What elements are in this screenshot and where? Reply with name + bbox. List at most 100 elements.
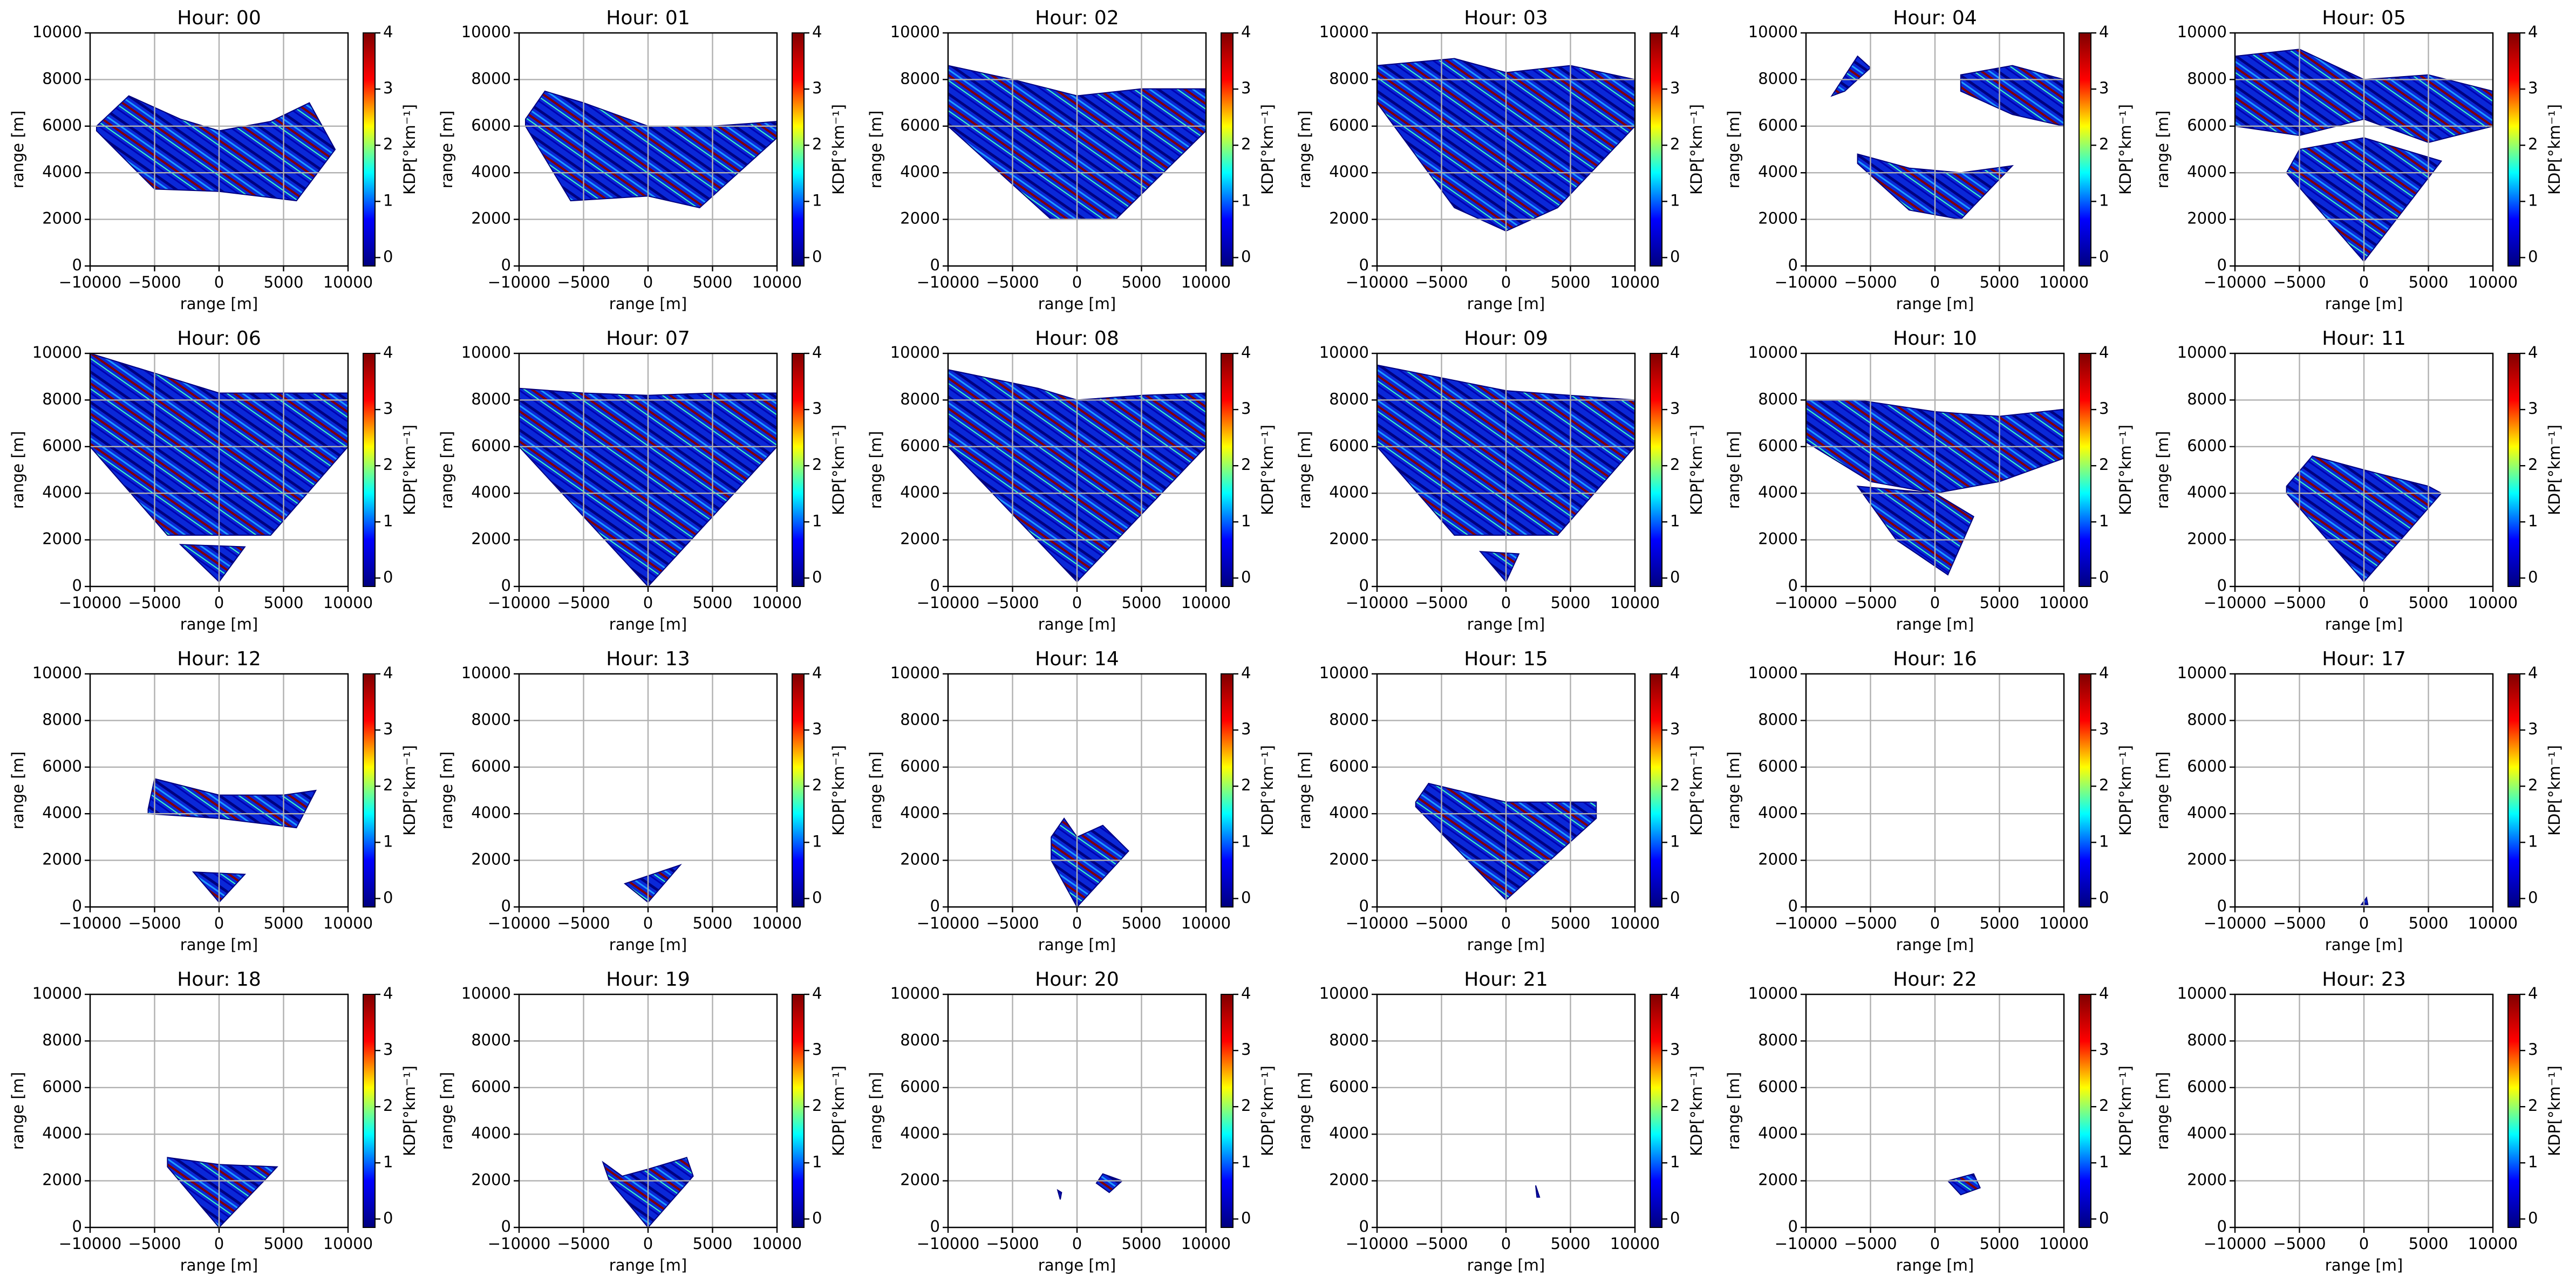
y-tick-label: 2000 [2187,1171,2227,1189]
subplot-title: Hour: 07 [606,327,690,350]
y-tick-label: 6000 [42,116,82,134]
subplot: −10000 −5000 0 5000 100000200040006000800010… [438,7,848,313]
y-axis-label: range [m] [1296,111,1314,188]
echo-layer [1947,1173,1981,1196]
x-tick-label: −10000 [917,1234,980,1253]
x-tick-label: 0 [643,1234,653,1253]
echo-layer [524,90,777,209]
colorbar-tick-label: 4 [2528,343,2538,361]
y-tick-label: 2000 [1758,209,1798,228]
colorbar-tick-label: 0 [1241,247,1251,265]
colorbar [363,673,376,907]
x-tick-label: 10000 [1610,914,1660,932]
x-tick-label: 10000 [1610,593,1660,612]
colorbar-tick-label: 4 [383,664,393,682]
y-tick-label: 0 [2217,1217,2227,1236]
y-tick-label: 10000 [461,984,511,1002]
y-axis-label: range [m] [1296,752,1314,829]
y-tick-label: 0 [2217,897,2227,915]
y-tick-label: 10000 [32,984,82,1002]
x-tick-label: 0 [2359,593,2369,612]
colorbar-tick-label: 4 [2528,664,2538,682]
y-tick-label: 8000 [42,69,82,87]
x-tick-label: 10000 [2468,273,2518,291]
y-tick-label: 4000 [2187,483,2227,501]
colorbar-tick-label: 0 [2528,888,2538,906]
y-tick-label: 4000 [1329,1124,1369,1142]
axes-frame [89,673,349,908]
colorbar-tick-label: 2 [383,135,393,153]
x-tick-label: −5000 [2273,914,2326,932]
y-tick-label: 6000 [1329,757,1369,775]
x-tick-label: −10000 [59,593,122,612]
colorbar-tick-label: 2 [2099,776,2109,794]
colorbar-tick-label: 1 [812,191,822,209]
colorbar-tick-label: 0 [2099,247,2109,265]
x-tick-label: 5000 [264,593,304,612]
echo-region [1051,817,1129,907]
x-tick-label: 0 [214,914,224,932]
x-tick-label: 0 [1501,593,1511,612]
x-tick-label: −10000 [488,273,551,291]
axes-frame [947,993,1207,1229]
y-tick-label: 4000 [1329,483,1369,501]
y-tick-label: 4000 [42,803,82,822]
colorbar-tick-label: 1 [2528,832,2538,850]
subplot: −10000 −5000 0 5000 100000200040006000800010… [438,648,848,954]
colorbar-label: KDP[°km⁻¹] [1258,425,1277,515]
x-tick-label: 0 [643,593,653,612]
x-tick-label: 5000 [693,273,733,291]
y-tick-label: 6000 [2187,1077,2227,1096]
y-tick-label: 10000 [890,984,940,1002]
y-tick-label: 4000 [471,483,511,501]
colorbar-tick-label: 0 [1241,888,1251,906]
x-tick-label: −10000 [917,914,980,932]
subplot-title: Hour: 14 [1035,648,1119,670]
colorbar-tick-label: 0 [1241,1209,1251,1227]
y-tick-label: 2000 [42,1171,82,1189]
colorbar-tick-label: 0 [2099,568,2109,586]
y-tick-label: 2000 [1758,850,1798,869]
colorbar-tick-label: 4 [2099,984,2109,1002]
x-tick-label: −5000 [128,593,181,612]
subplot-title: Hour: 19 [606,968,690,991]
x-tick-label: −10000 [1775,273,1838,291]
colorbar-tick-label: 1 [2528,191,2538,209]
colorbar-label: KDP[°km⁻¹] [2116,1066,2135,1156]
y-tick-label: 4000 [900,483,940,501]
axes-frame [2234,673,2494,908]
y-tick-label: 4000 [1758,162,1798,181]
y-tick-label: 8000 [471,710,511,728]
axes-frame [89,993,349,1229]
axes-frame [1376,993,1636,1229]
colorbar-tick-label: 1 [2099,191,2109,209]
x-tick-label: −10000 [488,593,551,612]
x-tick-label: 10000 [752,914,802,932]
y-tick-label: 6000 [1329,1077,1369,1096]
echo-region [1057,1189,1062,1200]
colorbar-label: KDP[°km⁻¹] [400,745,419,836]
echo-region [1947,1173,1981,1196]
colorbar-tick-label: 0 [1670,888,1680,906]
colorbar-tick-label: 3 [2528,1040,2538,1059]
colorbar [1221,32,1234,267]
y-tick-label: 10000 [1319,23,1369,41]
y-tick-label: 2000 [42,850,82,869]
y-tick-label: 6000 [42,757,82,775]
colorbar-tick-label: 4 [2099,343,2109,361]
y-tick-label: 0 [501,897,511,915]
colorbar-tick-label: 2 [1670,776,1680,794]
colorbar-tick-label: 1 [1241,191,1251,209]
y-tick-label: 8000 [471,390,511,408]
colorbar [792,994,805,1228]
subplot-title: Hour: 00 [177,7,261,29]
x-tick-label: 0 [1072,593,1082,612]
colorbar-tick-label: 1 [2099,511,2109,530]
subplot-title: Hour: 23 [2322,968,2405,991]
colorbar-label: KDP[°km⁻¹] [1687,425,1706,515]
subplot: −10000 −5000 0 5000 100000200040006000800010… [9,968,419,1274]
colorbar-tick-label: 0 [383,568,393,586]
y-tick-label: 8000 [900,69,940,87]
x-tick-label: 10000 [323,1234,373,1253]
